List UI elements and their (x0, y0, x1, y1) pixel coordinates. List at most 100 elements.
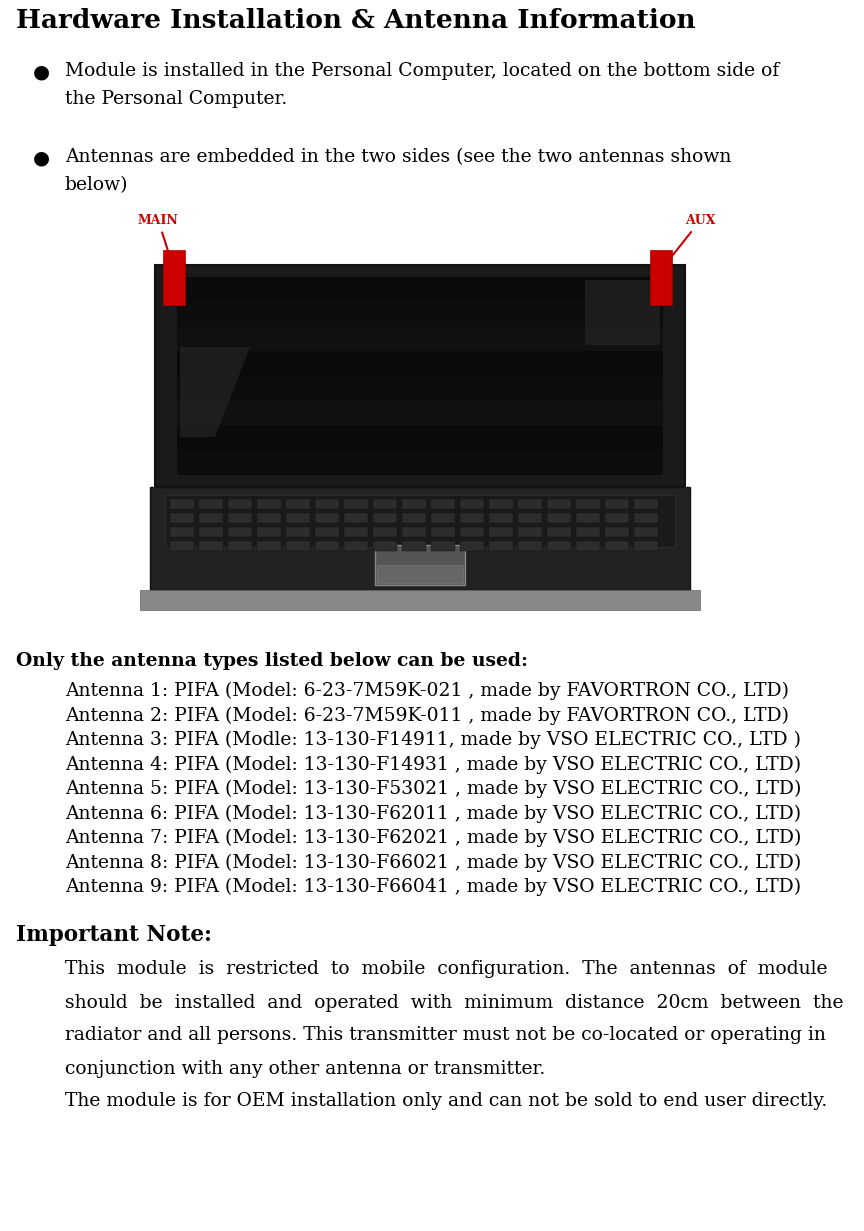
Text: Antenna 1: PIFA (Model: 6-23-7M59K-021 , made by FAVORTRON CO., LTD): Antenna 1: PIFA (Model: 6-23-7M59K-021 ,… (65, 682, 789, 700)
Bar (634, 513, 658, 523)
Text: Antenna 9: PIFA (Model: 13-130-F66041 , made by VSO ELECTRIC CO., LTD): Antenna 9: PIFA (Model: 13-130-F66041 , … (65, 878, 801, 896)
Text: Antenna 6: PIFA (Model: 13-130-F62011 , made by VSO ELECTRIC CO., LTD): Antenna 6: PIFA (Model: 13-130-F62011 , … (65, 805, 801, 822)
Text: Module is installed in the Personal Computer, located on the bottom side of: Module is installed in the Personal Comp… (65, 62, 779, 80)
Bar (431, 513, 455, 523)
Bar (315, 527, 339, 537)
Bar (140, 590, 700, 611)
Text: Antenna 8: PIFA (Model: 13-130-F66021 , made by VSO ELECTRIC CO., LTD): Antenna 8: PIFA (Model: 13-130-F66021 , … (65, 853, 801, 872)
Bar (377, 565, 463, 583)
Bar (576, 499, 600, 508)
Bar (315, 540, 339, 551)
Text: MAIN: MAIN (138, 214, 179, 265)
Bar (177, 277, 663, 302)
Bar (177, 426, 663, 451)
Text: Antenna 7: PIFA (Model: 13-130-F62021 , made by VSO ELECTRIC CO., LTD): Antenna 7: PIFA (Model: 13-130-F62021 , … (65, 828, 801, 847)
Bar (228, 527, 252, 537)
Bar (373, 513, 397, 523)
Bar (489, 540, 513, 551)
Bar (518, 513, 542, 523)
Bar (605, 540, 629, 551)
Bar (576, 540, 600, 551)
Bar (605, 513, 629, 523)
Bar (286, 540, 310, 551)
Bar (460, 527, 484, 537)
Text: ●: ● (33, 148, 50, 167)
Bar (605, 499, 629, 508)
Bar (257, 527, 281, 537)
Bar (576, 513, 600, 523)
Text: Antenna 4: PIFA (Model: 13-130-F14931 , made by VSO ELECTRIC CO., LTD): Antenna 4: PIFA (Model: 13-130-F14931 , … (65, 756, 801, 774)
Bar (170, 527, 194, 537)
Bar (170, 540, 194, 551)
Bar (315, 499, 339, 508)
Bar (286, 513, 310, 523)
Bar (150, 487, 690, 590)
Text: Antennas are embedded in the two sides (see the two antennas shown: Antennas are embedded in the two sides (… (65, 148, 731, 166)
Bar (228, 540, 252, 551)
Text: radiator and all persons. This transmitter must not be co-located or operating i: radiator and all persons. This transmitt… (65, 1027, 826, 1044)
Text: should  be  installed  and  operated  with  minimum  distance  20cm  between  th: should be installed and operated with mi… (65, 993, 843, 1012)
Bar (431, 540, 455, 551)
Bar (547, 540, 571, 551)
Bar (402, 499, 426, 508)
Bar (177, 401, 663, 426)
Bar (547, 499, 571, 508)
Bar (228, 513, 252, 523)
Text: Antenna 5: PIFA (Model: 13-130-F53021 , made by VSO ELECTRIC CO., LTD): Antenna 5: PIFA (Model: 13-130-F53021 , … (65, 780, 801, 798)
Text: The module is for OEM installation only and can not be sold to end user directly: The module is for OEM installation only … (65, 1092, 827, 1110)
Bar (431, 499, 455, 508)
Bar (177, 326, 663, 351)
Bar (634, 499, 658, 508)
Bar (460, 499, 484, 508)
Bar (576, 527, 600, 537)
Text: This  module  is  restricted  to  mobile  configuration.  The  antennas  of  mod: This module is restricted to mobile conf… (65, 960, 828, 979)
Polygon shape (180, 347, 250, 437)
Text: conjunction with any other antenna or transmitter.: conjunction with any other antenna or tr… (65, 1060, 545, 1077)
Bar (375, 545, 465, 585)
Bar (402, 527, 426, 537)
Bar (547, 527, 571, 537)
Bar (257, 513, 281, 523)
Bar (315, 513, 339, 523)
Bar (460, 540, 484, 551)
Bar (199, 499, 223, 508)
Bar (373, 499, 397, 508)
Bar (199, 540, 223, 551)
Text: ●: ● (33, 62, 50, 81)
Bar (605, 527, 629, 537)
Bar (177, 451, 663, 475)
Bar (489, 499, 513, 508)
Bar (228, 499, 252, 508)
Bar (489, 513, 513, 523)
Text: Important Note:: Important Note: (16, 924, 212, 947)
Bar (634, 540, 658, 551)
Bar (165, 495, 675, 547)
Bar (489, 527, 513, 537)
Bar (518, 499, 542, 508)
Bar (431, 527, 455, 537)
Bar (344, 513, 368, 523)
Bar (344, 499, 368, 508)
Bar (177, 351, 663, 375)
Bar (518, 540, 542, 551)
Bar (518, 527, 542, 537)
Text: Antenna 3: PIFA (Modle: 13-130-F14911, made by VSO ELECTRIC CO., LTD ): Antenna 3: PIFA (Modle: 13-130-F14911, m… (65, 731, 801, 750)
Bar (199, 527, 223, 537)
Bar (634, 527, 658, 537)
Text: Only the antenna types listed below can be used:: Only the antenna types listed below can … (16, 652, 528, 670)
Text: below): below) (65, 176, 128, 194)
Text: Antenna 2: PIFA (Model: 6-23-7M59K-011 , made by FAVORTRON CO., LTD): Antenna 2: PIFA (Model: 6-23-7M59K-011 ,… (65, 707, 789, 725)
Text: AUX: AUX (664, 214, 715, 266)
Text: the Personal Computer.: the Personal Computer. (65, 90, 287, 108)
Bar (257, 499, 281, 508)
Bar (286, 499, 310, 508)
Polygon shape (585, 279, 660, 345)
Bar (170, 513, 194, 523)
Polygon shape (155, 265, 685, 487)
Bar (177, 375, 663, 401)
Bar (373, 527, 397, 537)
Bar (344, 527, 368, 537)
Bar (177, 302, 663, 326)
Bar (177, 277, 663, 475)
Bar (257, 540, 281, 551)
